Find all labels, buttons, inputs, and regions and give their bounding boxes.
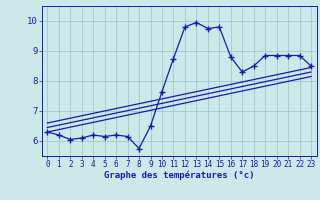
X-axis label: Graphe des températures (°c): Graphe des températures (°c) bbox=[104, 171, 254, 180]
